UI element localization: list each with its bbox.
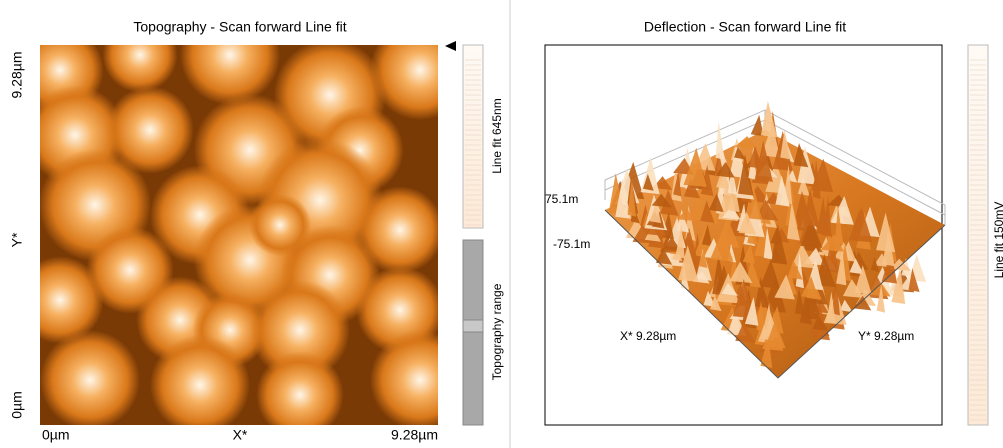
z-max-label: 75.1m	[545, 192, 578, 206]
range-slider[interactable]	[463, 320, 483, 332]
colorbar-label: Line fit 150mV	[992, 202, 1003, 279]
grain	[40, 330, 140, 430]
grain	[249, 194, 312, 257]
x-axis-label: X*	[233, 427, 248, 443]
x-max-label: 9.28µm	[391, 427, 438, 443]
afm-window: Topography - Scan forward Line fit 9.28µ…	[0, 0, 1003, 448]
y-min-label: 0µm	[9, 391, 25, 419]
range-label: Topography range	[490, 283, 504, 380]
grain	[150, 335, 250, 435]
colorbar-label: Line fit 645nm	[490, 98, 504, 173]
colorbar	[463, 45, 483, 228]
panel-title: Deflection - Scan forward Line fit	[644, 19, 846, 35]
topography-image	[16, 5, 470, 439]
z-min-label: -75.1m	[553, 237, 590, 251]
panel-title: Topography - Scan forward Line fit	[133, 19, 346, 35]
x-axis-label: X* 9.28µm	[620, 329, 676, 343]
y-axis-label: Y*	[9, 232, 25, 247]
y-max-label: 9.28µm	[9, 52, 25, 99]
x-min-label: 0µm	[42, 427, 70, 443]
y-axis-label: Y* 9.28µm	[858, 329, 914, 343]
